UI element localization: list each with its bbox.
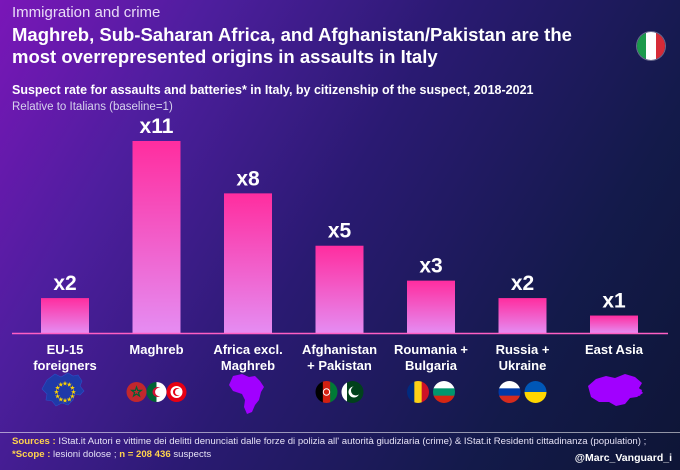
eu-flag-icon: [41, 372, 85, 407]
bar-2: [224, 193, 272, 333]
category-label-0-0: EU-15: [47, 342, 84, 357]
axis-note: Relative to Italians (baseline=1): [12, 101, 173, 113]
tunisia-flag-icon: [166, 382, 187, 402]
romania-flag-icon: [407, 381, 429, 403]
footer-divider: [0, 432, 680, 433]
data-label-1: x11: [140, 115, 174, 138]
afghanistan-flag-icon: [315, 381, 338, 403]
chart-title: Maghreb, Sub-Saharan Africa, and Afghani…: [12, 24, 572, 67]
bar-1: [132, 141, 181, 333]
morocco-flag-icon: [126, 382, 147, 402]
scope-label: *Scope :: [12, 448, 51, 460]
russia-flag-icon: [498, 381, 521, 403]
kicker: Immigration and crime: [12, 4, 161, 21]
bar-0: [41, 298, 89, 333]
category-label-3-0: Afghanistan: [302, 342, 377, 357]
category-label-5-0: Russia +: [496, 342, 550, 357]
east-asia-map-icon: [588, 374, 643, 406]
africa-map-icon: [229, 374, 264, 414]
bar-3: [315, 245, 364, 333]
data-label-5: x2: [511, 272, 534, 295]
scope-text: lesioni dolose ;: [50, 448, 120, 460]
ukraine-flag-icon: [524, 381, 547, 403]
author-handle: @Marc_Vanguard_i: [574, 452, 672, 464]
category-label-0-1: foreigners: [33, 358, 97, 373]
category-label-2-0: Africa excl.: [213, 342, 282, 357]
category-label-4-1: Bulgaria: [405, 358, 458, 373]
data-label-6: x1: [602, 290, 626, 313]
category-label-1-0: Maghreb: [129, 342, 183, 357]
data-label-2: x8: [236, 167, 260, 190]
bar-5: [498, 298, 547, 333]
data-label-4: x3: [419, 255, 442, 278]
n-label: n = 208 436: [119, 448, 171, 460]
data-label-0: x2: [53, 272, 76, 295]
pakistan-flag-icon: [341, 381, 364, 403]
category-label-5-1: Ukraine: [499, 358, 547, 373]
sources-note: Sources : IStat.it Autori e vittime dei …: [12, 436, 672, 461]
sources-label: Sources :: [12, 436, 56, 447]
sources-text: IStat.it Autori e vittime dei delitti de…: [55, 436, 647, 447]
category-label-2-1: Maghreb: [221, 358, 275, 373]
algeria-flag-icon: [146, 382, 167, 402]
category-label-4-0: Roumania +: [394, 342, 468, 357]
chart-subtitle: Suspect rate for assaults and batteries*…: [12, 83, 534, 97]
bar-4: [407, 280, 455, 333]
bar-6: [590, 315, 638, 333]
category-label-6-0: East Asia: [585, 342, 644, 357]
italy-flag-icon: [637, 32, 665, 60]
bulgaria-flag-icon: [433, 381, 455, 403]
category-label-3-1: + Pakistan: [307, 358, 372, 373]
data-label-3: x5: [328, 220, 352, 243]
n-text: suspects: [170, 448, 212, 460]
